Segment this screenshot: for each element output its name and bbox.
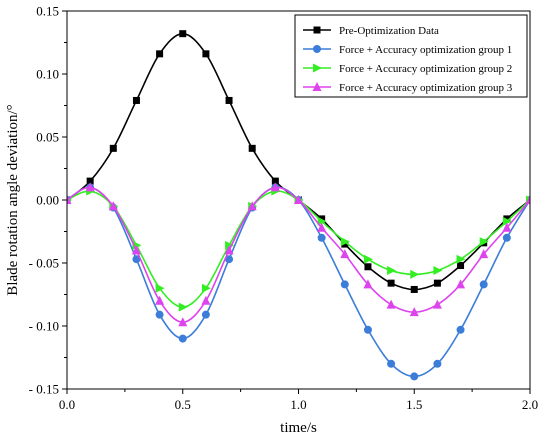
data-point [410,269,420,279]
y-tick-label: - 0.10 [29,319,59,334]
data-point [340,237,350,247]
data-point [340,280,349,289]
data-point [525,195,530,204]
y-tick-label: 0.10 [36,67,59,82]
data-point [155,283,165,293]
data-point [502,216,512,226]
data-point [364,263,372,271]
data-point [225,255,234,264]
data-point [225,96,233,104]
data-point [387,279,395,287]
data-point [410,285,418,293]
data-point [178,302,188,312]
data-point [156,50,164,58]
data-point [201,310,210,319]
data-point [479,280,488,289]
axes: 0.0 0.5 1.0 1.5 2.0 0.15 0.10 0.05 0.00 - 0.05 - 0… [5,4,538,437]
data-point [109,144,117,152]
legend-label: Force + Accuracy optimization group 3 [339,82,513,94]
data-point [318,215,326,223]
data-point [433,266,443,276]
data-point [479,249,489,259]
data-point [247,201,257,211]
y-axis-title: Blade rotation angle deviation/° [5,104,21,295]
legend-swatch-marker [312,82,322,91]
data-point [108,201,118,211]
x-tick-label: 1.0 [290,397,306,412]
data-point [132,96,140,104]
legend-label: Force + Accuracy optimization group 2 [339,63,512,75]
y-tick-label: 0.00 [36,193,59,208]
data-point [410,372,419,381]
data-point [271,177,279,185]
series-layer [67,30,530,381]
data-point [387,359,396,368]
y-tick-label: 0.05 [36,130,59,145]
data-point [317,222,327,232]
data-point [131,245,141,255]
data-point [178,317,188,327]
data-point [457,262,465,270]
legend-entry: Pre-Optimization Data [303,25,439,37]
data-point [456,279,466,289]
data-point [503,215,511,223]
x-tick-label: 0.0 [59,397,75,412]
data-point [270,182,280,192]
y-tick-label: - 0.15 [29,382,59,397]
data-point [432,299,442,309]
data-point [456,325,465,334]
x-tick-label: 2.0 [522,397,538,412]
data-point [155,310,164,319]
data-point [340,249,350,259]
legend-box [294,14,528,98]
data-point [201,283,211,293]
x-tick-label: 1.5 [406,397,422,412]
data-point [224,245,234,255]
x-axis-title: time/s [280,420,317,436]
y-tick-label: 0.15 [36,4,59,19]
data-point [225,240,235,250]
data-point [433,359,442,368]
data-point [202,50,210,58]
legend-swatch-marker [313,45,321,53]
legend-swatch-marker [313,26,321,34]
data-point [363,254,373,264]
data-point [387,266,397,276]
data-point [179,30,187,38]
series-line [67,186,530,324]
x-tick-label: 0.5 [175,397,191,412]
data-point [67,195,72,204]
data-point [201,295,211,305]
legend-label: Pre-Optimization Data [339,25,439,37]
series-3 [67,186,530,312]
data-point [456,254,466,264]
legend-label: Force + Accuracy optimization group 1 [339,44,512,56]
data-point [178,334,187,343]
legend-entry: Force + Accuracy optimization group 1 [303,44,512,56]
data-point [502,222,512,232]
legend-entry: Force + Accuracy optimization group 2 [303,63,512,75]
data-point [386,299,396,309]
data-point [248,144,256,152]
data-point [132,255,141,264]
legend-swatch-marker [313,63,322,73]
data-point [363,325,372,334]
data-point [86,177,94,185]
data-point [317,233,326,242]
data-point [502,233,511,242]
data-point [317,216,327,226]
data-point [85,182,95,192]
series-4 [67,182,530,327]
data-point [294,195,303,204]
legend: Pre-Optimization Data Force + Accuracy op… [294,14,528,98]
data-point [155,295,165,305]
data-point [479,237,489,247]
data-point [433,279,441,287]
legend-entry: Force + Accuracy optimization group 3 [303,82,513,94]
y-tick-label: - 0.05 [29,256,59,271]
data-point [341,240,349,248]
data-point [409,307,419,317]
data-point [363,279,373,289]
